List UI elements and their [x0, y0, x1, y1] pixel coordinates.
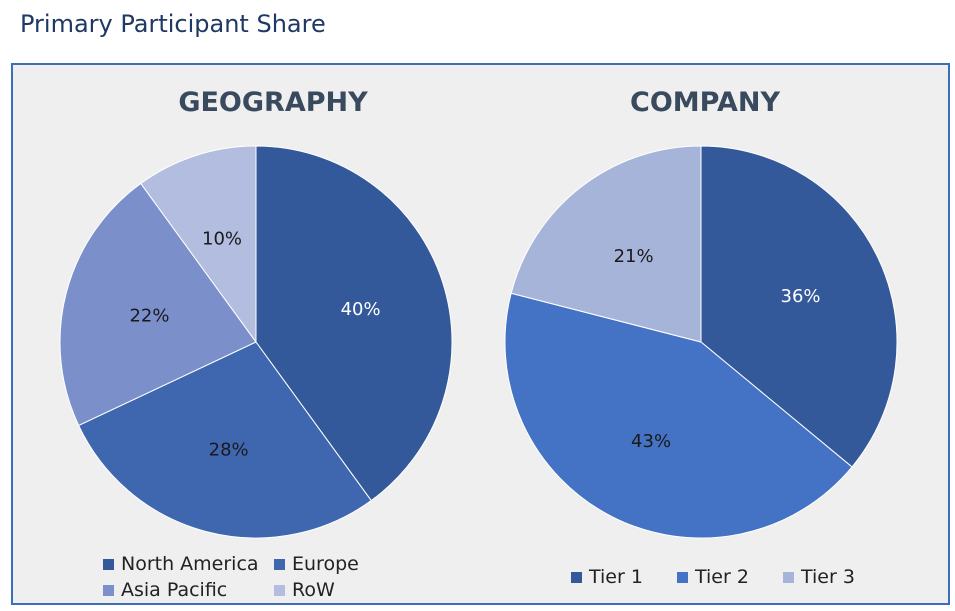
pie-slice-tier-1: [700, 145, 898, 468]
pie-slice-row: [140, 145, 257, 344]
legend-swatch: [677, 571, 688, 583]
data-label-tier-3: 21%: [614, 246, 654, 267]
legend-swatch: [103, 558, 114, 570]
legend-label: Tier 2: [695, 566, 749, 588]
legend-swatch: [274, 584, 285, 596]
data-label-asia-pacific: 22%: [129, 306, 169, 327]
legend-item-tier-3: Tier 3: [783, 566, 855, 588]
chart-frame: GEOGRAPHY COMPANY 40% 28% 22% 10% 36% 43% 21%…: [11, 63, 950, 605]
data-label-north-america: 40%: [341, 299, 381, 320]
page-title: Primary Participant Share: [20, 10, 326, 38]
pie-slice-tier-3: [510, 145, 702, 343]
pie-slice-tier-2: [504, 292, 853, 539]
legend-item-north-america: North America: [103, 553, 259, 575]
legend-label: RoW: [292, 579, 335, 601]
pie-slice-north-america: [255, 145, 453, 502]
legend-label: Tier 1: [589, 566, 643, 588]
legend-label: Europe: [292, 553, 359, 575]
legend-swatch: [571, 571, 582, 583]
data-label-tier-2: 43%: [631, 431, 671, 452]
data-label-europe: 28%: [209, 440, 249, 461]
legend-item-europe: Europe: [274, 553, 359, 575]
legend-item-tier-2: Tier 2: [677, 566, 749, 588]
legend-swatch: [274, 558, 285, 570]
pie-slice-europe: [77, 341, 372, 539]
legend-swatch: [783, 571, 794, 583]
legend-item-tier-1: Tier 1: [571, 566, 643, 588]
company-pie-chart: 36% 43% 21%: [504, 145, 898, 539]
legend-label: North America: [121, 553, 259, 575]
data-label-row: 10%: [202, 228, 242, 249]
company-chart-title: COMPANY: [630, 87, 780, 118]
legend-label: Asia Pacific: [121, 579, 228, 601]
legend-item-row: RoW: [274, 579, 335, 601]
geography-pie-chart: 40% 28% 22% 10%: [59, 145, 453, 539]
data-label-tier-1: 36%: [781, 286, 821, 307]
geography-chart-title: GEOGRAPHY: [178, 87, 368, 118]
legend-item-asia-pacific: Asia Pacific: [103, 579, 227, 601]
legend-label: Tier 3: [801, 566, 855, 588]
legend-swatch: [103, 584, 114, 596]
pie-slice-asia-pacific: [59, 182, 257, 427]
